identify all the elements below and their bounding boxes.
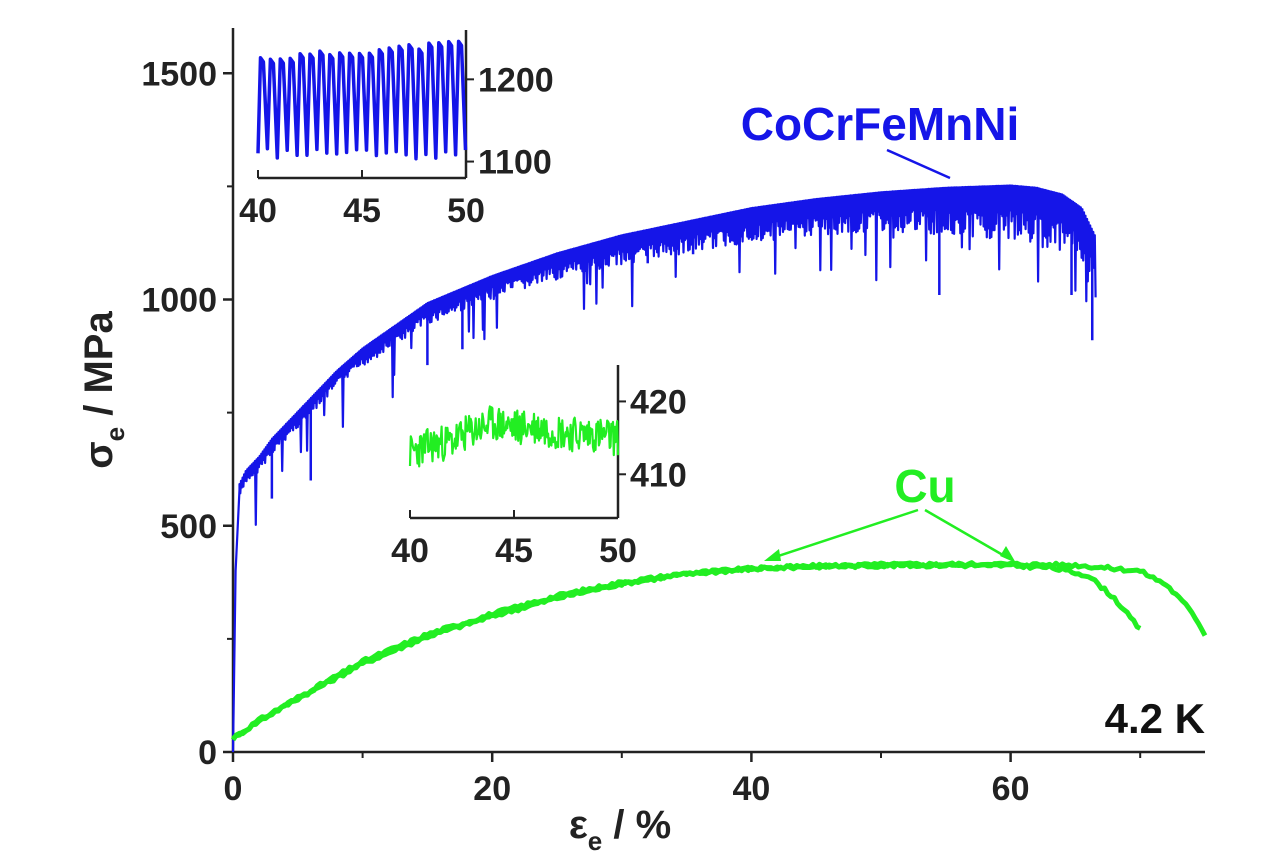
y-tick-label: 1000	[141, 282, 217, 320]
cocrfemnni-curve	[231, 184, 1097, 753]
inset1-x-tick-label: 45	[343, 192, 381, 230]
inset2-x-tick-label: 45	[495, 532, 533, 570]
inset1-y-tick-label: 1200	[478, 61, 554, 99]
cocrfemnni-label-pointer	[886, 148, 951, 180]
cocrfemnni-label: CoCrFeMnNi	[741, 98, 1020, 150]
main-plot: 0 20 40 60 0 500 1000 1500 εe / % σe / MPa CoCrFeM…	[77, 28, 1208, 854]
temperature-annotation: 4.2 K	[1105, 695, 1205, 742]
cu-label: Cu	[894, 460, 955, 512]
inset2-y-tick-label: 420	[630, 383, 687, 421]
cu-curve-2	[230, 560, 1208, 742]
x-tick-label: 20	[473, 770, 511, 808]
x-tick-label: 60	[992, 770, 1030, 808]
y-axis-title: σe / MPa	[77, 311, 130, 469]
cu-arrow-line-2	[924, 508, 1009, 560]
inset2-x-tick-label: 50	[599, 532, 637, 570]
y-tick-label: 1500	[141, 55, 217, 93]
inset1-cocrfemnni-curve	[256, 39, 468, 161]
inset-cu-plot: 40 45 50 410 420	[391, 365, 687, 570]
inset-cocrfemnni-plot: 40 45 50 1100 1200	[239, 30, 554, 230]
inset2-x-tick-label: 40	[391, 532, 429, 570]
cu-arrowhead-1	[764, 549, 781, 561]
y-tick-label: 500	[160, 508, 217, 546]
inset1-x-tick-label: 50	[447, 192, 485, 230]
x-axis-title: εe / %	[569, 803, 671, 854]
inset1-x-tick-label: 40	[239, 192, 277, 230]
cu-arrowhead-2	[1000, 546, 1016, 563]
inset2-y-tick-label: 410	[630, 456, 687, 494]
y-tick-label: 0	[198, 734, 217, 772]
cu-curve-1	[231, 561, 1142, 741]
x-tick-label: 0	[224, 770, 243, 808]
cu-arrow-line-1	[771, 508, 919, 560]
inset2-cu-curve	[408, 405, 620, 468]
inset1-y-tick-label: 1100	[478, 144, 552, 182]
x-tick-label: 40	[732, 770, 770, 808]
